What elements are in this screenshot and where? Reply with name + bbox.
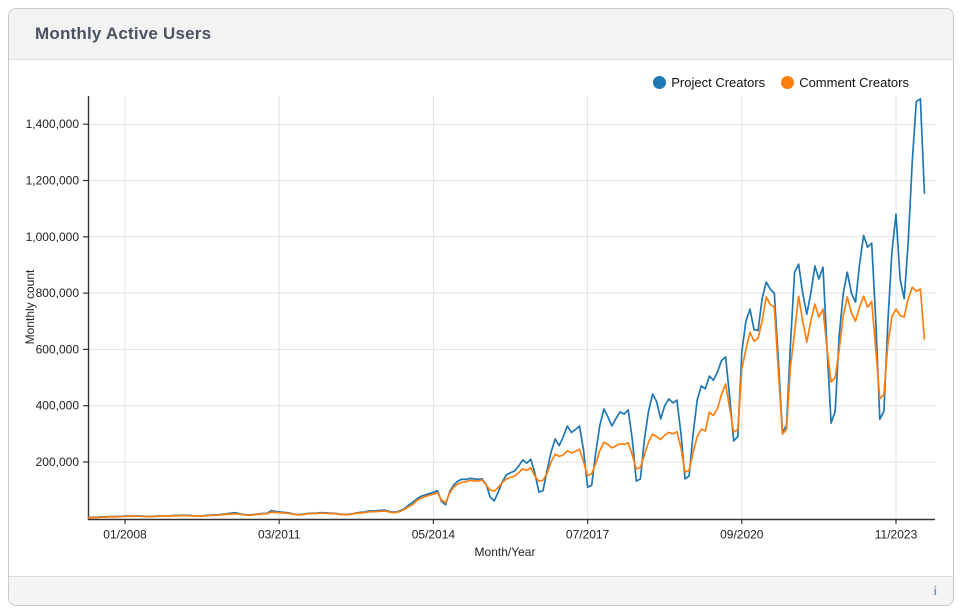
x-tick-label: 11/2023 [875, 528, 918, 542]
y-tick-label: 1,400,000 [26, 117, 80, 131]
y-tick-label: 200,000 [36, 455, 80, 469]
legend-marker-project-creators-icon [653, 76, 667, 89]
x-tick-label: 07/2017 [566, 528, 610, 542]
y-tick-label: 800,000 [36, 286, 80, 300]
y-tick-label: 1,000,000 [26, 230, 80, 244]
legend-label-project-creators: Project Creators [671, 75, 766, 90]
y-tick-label: 400,000 [36, 399, 80, 413]
x-axis-title: Month/Year [474, 545, 536, 559]
legend-item-comment-creators[interactable]: Comment Creators [781, 75, 909, 90]
x-tick-label: 01/2008 [103, 528, 147, 542]
mau-line-chart: 01/2008 03/2011 05/2014 07/2017 09/2020 11/20… [26, 96, 935, 542]
legend-marker-comment-creators-icon [781, 76, 795, 89]
series-line-comment-creators [87, 286, 926, 519]
chart-area: Project Creators Comment Creators 01/200… [9, 60, 953, 576]
y-tick-label: 600,000 [36, 342, 80, 356]
x-tick-label: 05/2014 [412, 528, 456, 542]
series-line-project-creators [87, 97, 926, 519]
page-title: Monthly Active Users [35, 24, 212, 43]
card-footer: i [9, 576, 953, 605]
y-axis-title: Monthly count [23, 269, 37, 345]
monthly-active-users-card: Monthly Active Users Project Creators Co… [8, 8, 954, 606]
info-icon[interactable]: i [933, 584, 937, 598]
y-tick-label: 1,200,000 [26, 174, 80, 188]
x-tick-label: 09/2020 [720, 528, 764, 542]
legend-label-comment-creators: Comment Creators [799, 75, 909, 90]
x-tick-label: 03/2011 [258, 528, 301, 542]
chart-legend: Project Creators Comment Creators [653, 75, 909, 90]
card-header: Monthly Active Users [9, 9, 953, 60]
legend-item-project-creators[interactable]: Project Creators [653, 75, 765, 90]
